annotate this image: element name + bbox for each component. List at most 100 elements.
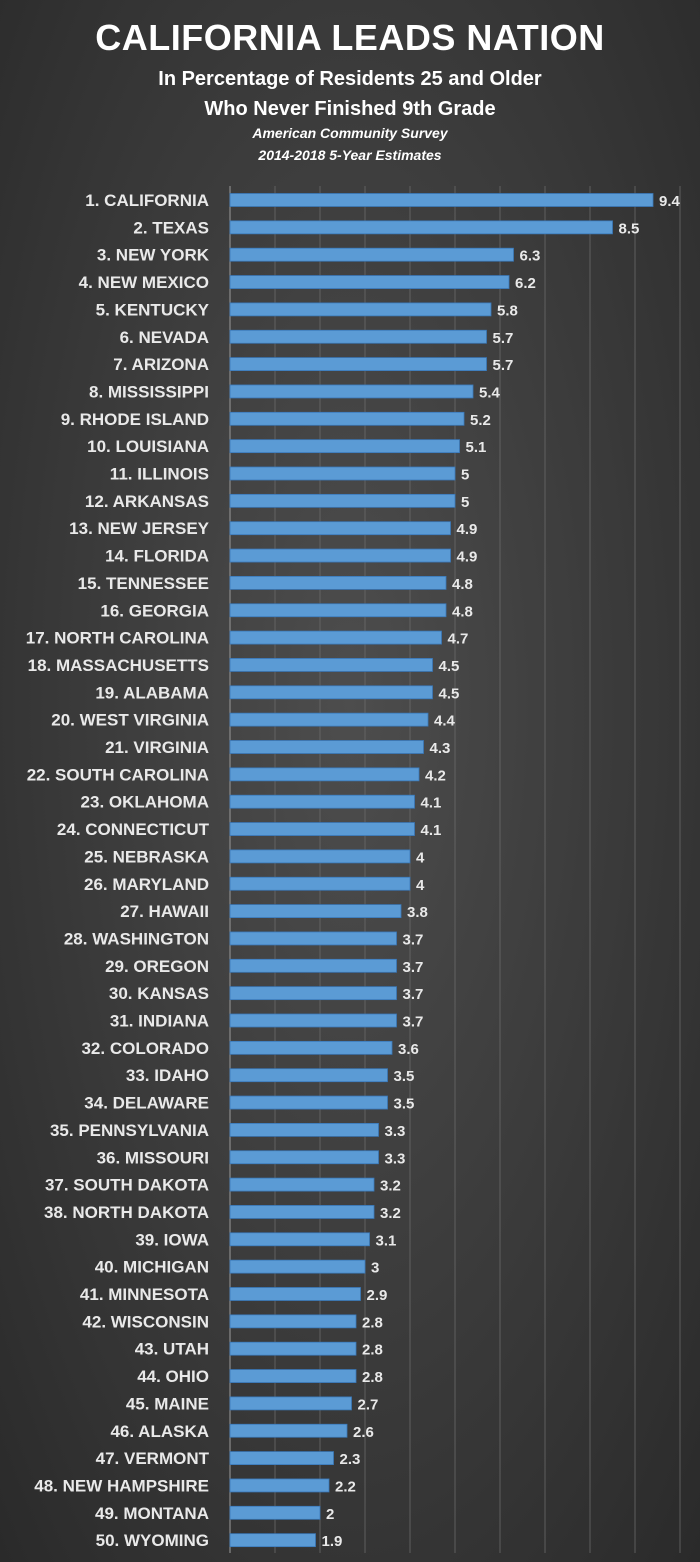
data-label: 5.7 bbox=[493, 330, 514, 347]
bar bbox=[229, 986, 397, 1001]
data-label: 4.9 bbox=[457, 521, 478, 538]
data-label: 4 bbox=[416, 849, 425, 866]
data-label: 2.7 bbox=[358, 1396, 379, 1413]
data-label: 2.9 bbox=[367, 1287, 388, 1304]
category-label: 50. WYOMING bbox=[96, 1531, 209, 1550]
category-label: 45. MAINE bbox=[126, 1394, 209, 1413]
category-label: 6. NEVADA bbox=[120, 328, 209, 347]
data-label: 4.8 bbox=[452, 576, 473, 593]
bar bbox=[229, 220, 613, 235]
data-label: 4.7 bbox=[448, 631, 469, 648]
category-label: 26. MARYLAND bbox=[84, 875, 209, 894]
category-label: 15. TENNESSEE bbox=[78, 574, 209, 593]
bar bbox=[229, 904, 402, 918]
category-label: 32. COLORADO bbox=[81, 1039, 209, 1058]
data-label: 4.3 bbox=[430, 740, 451, 757]
data-label: 3.2 bbox=[380, 1178, 401, 1195]
category-label: 43. UTAH bbox=[135, 1340, 209, 1359]
bar bbox=[229, 1505, 321, 1520]
data-label: 4.9 bbox=[457, 549, 478, 566]
bar bbox=[229, 1451, 334, 1465]
category-label: 42. WISCONSIN bbox=[82, 1312, 209, 1331]
data-label: 4.5 bbox=[439, 658, 460, 675]
category-label: 29. OREGON bbox=[105, 957, 209, 976]
bar bbox=[229, 1177, 375, 1192]
category-label: 28. WASHINGTON bbox=[64, 929, 209, 948]
category-label: 18. MASSACHUSETTS bbox=[28, 656, 209, 675]
category-label: 14. FLORIDA bbox=[105, 547, 209, 566]
bar bbox=[229, 1533, 316, 1548]
data-label: 3.3 bbox=[385, 1123, 406, 1140]
bar bbox=[229, 357, 487, 372]
category-label: 41. MINNESOTA bbox=[80, 1285, 209, 1304]
data-label: 2.8 bbox=[362, 1369, 383, 1386]
bar bbox=[229, 493, 456, 508]
data-label: 5 bbox=[461, 494, 469, 511]
data-label: 2.6 bbox=[353, 1424, 374, 1441]
data-label: 3.7 bbox=[403, 1014, 424, 1031]
data-label: 3.6 bbox=[398, 1041, 419, 1058]
data-label: 4.1 bbox=[421, 795, 442, 812]
bar bbox=[229, 411, 465, 426]
data-label: 2.8 bbox=[362, 1314, 383, 1331]
data-label: 8.5 bbox=[619, 220, 640, 237]
data-label: 5.8 bbox=[497, 302, 518, 319]
data-label: 1.9 bbox=[322, 1533, 343, 1550]
category-label: 2. TEXAS bbox=[133, 218, 209, 237]
data-label: 6.2 bbox=[515, 275, 536, 292]
category-label: 36. MISSOURI bbox=[97, 1148, 209, 1167]
bar bbox=[229, 1478, 330, 1493]
bar bbox=[229, 767, 420, 782]
bar bbox=[229, 329, 487, 344]
category-label: 30. KANSAS bbox=[109, 984, 209, 1003]
bar bbox=[229, 1314, 357, 1329]
category-label: 1. CALIFORNIA bbox=[85, 191, 209, 210]
category-label: 48. NEW HAMPSHIRE bbox=[34, 1476, 209, 1495]
category-label: 25. NEBRASKA bbox=[84, 847, 209, 866]
category-label: 11. ILLINOIS bbox=[110, 465, 209, 484]
category-label: 5. KENTUCKY bbox=[96, 300, 210, 319]
category-label: 31. INDIANA bbox=[110, 1012, 209, 1031]
data-label: 6.3 bbox=[520, 248, 541, 265]
data-label: 3.5 bbox=[394, 1096, 415, 1113]
category-label: 44. OHIO bbox=[137, 1367, 209, 1386]
data-label: 4.8 bbox=[452, 603, 473, 620]
bar bbox=[229, 548, 451, 563]
bar bbox=[229, 576, 447, 590]
data-label: 5.2 bbox=[470, 412, 491, 429]
data-label: 3.3 bbox=[385, 1150, 406, 1167]
bar bbox=[229, 712, 429, 727]
category-label: 46. ALASKA bbox=[110, 1422, 209, 1441]
category-label: 27. HAWAII bbox=[120, 902, 209, 921]
bar bbox=[229, 1396, 352, 1411]
category-label: 35. PENNSYLVANIA bbox=[50, 1121, 209, 1140]
data-label: 3 bbox=[371, 1260, 379, 1277]
data-label: 3.8 bbox=[407, 904, 428, 921]
chart-source-line-2: 2014-2018 5-Year Estimates bbox=[258, 147, 442, 163]
data-label: 2.3 bbox=[340, 1451, 361, 1468]
data-label: 3.2 bbox=[380, 1205, 401, 1222]
bar bbox=[229, 658, 433, 672]
bar bbox=[229, 740, 424, 754]
data-label: 4.5 bbox=[439, 685, 460, 702]
data-label: 4.1 bbox=[421, 822, 442, 839]
category-label: 33. IDAHO bbox=[126, 1066, 209, 1085]
category-label: 34. DELAWARE bbox=[84, 1094, 209, 1113]
bar bbox=[229, 193, 654, 207]
data-label: 9.4 bbox=[659, 193, 681, 210]
category-label: 13. NEW JERSEY bbox=[69, 519, 209, 538]
category-label: 21. VIRGINIA bbox=[105, 738, 209, 757]
bar bbox=[229, 1205, 375, 1219]
bar bbox=[229, 822, 415, 836]
chart-subtitle-line-2: Who Never Finished 9th Grade bbox=[204, 98, 496, 120]
bar bbox=[229, 1013, 397, 1028]
category-label: 17. NORTH CAROLINA bbox=[26, 629, 209, 648]
bar bbox=[229, 1150, 379, 1165]
data-label: 4.4 bbox=[434, 713, 456, 730]
bar bbox=[229, 1068, 388, 1083]
bar bbox=[229, 275, 510, 289]
data-label: 5 bbox=[461, 467, 469, 484]
data-label: 4.2 bbox=[425, 767, 446, 784]
data-label: 3.1 bbox=[376, 1232, 397, 1249]
